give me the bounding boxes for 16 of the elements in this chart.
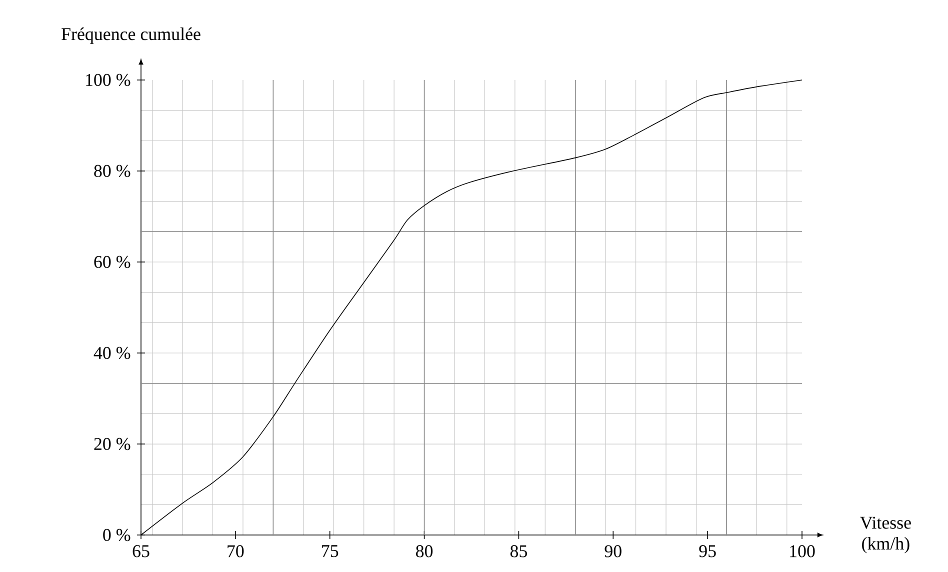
y-tick-label: 60 % (94, 256, 130, 268)
x-tick-label: 75 (322, 545, 338, 558)
x-tick-label: 95 (699, 545, 716, 558)
x-tick-label: 80 (416, 545, 433, 558)
y-tick-label: 20 % (94, 438, 130, 450)
x-tick-label: 90 (604, 545, 622, 558)
y-tick-label: 100 % (86, 74, 130, 86)
y-tick-label: 80 % (94, 164, 130, 178)
y-tick-label: 40 % (94, 346, 130, 360)
y-tick-label: 0 % (103, 528, 130, 542)
x-tick-label: 100 (790, 545, 815, 558)
y-axis-title: Fréquence cumulée (62, 28, 200, 44)
x-tick-label: 65 (132, 545, 150, 558)
x-axis-title: Vitesse (km/h) (860, 516, 911, 554)
x-tick-label: 85 (510, 545, 527, 558)
x-tick-label: 70 (228, 545, 244, 558)
